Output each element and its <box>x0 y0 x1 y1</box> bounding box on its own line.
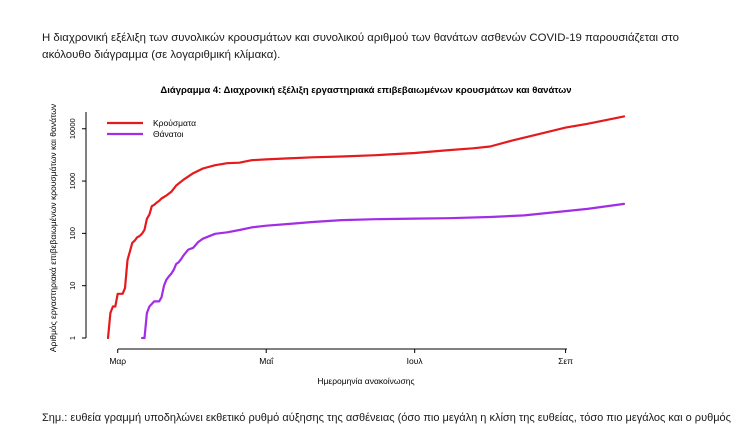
plot-area: 1 10 100 1000 10000 Μαρ Μαΐ Ιουλ Σεπ ΚρούσματαΘ… <box>68 112 626 366</box>
legend-label: Κρούσματα <box>153 118 196 128</box>
x-tick-label: Ιουλ <box>407 356 424 366</box>
y-tick-label: 10 <box>68 282 77 290</box>
series-lines <box>106 115 626 340</box>
series-line-cases <box>106 115 626 340</box>
y-axis-label: Αριθμός εργαστηριακά επιβεβαιωμένων κρου… <box>48 104 58 352</box>
y-tick-label: 10000 <box>68 118 77 139</box>
y-tick-label: 1000 <box>68 173 77 190</box>
y-ticks: 1 10 100 1000 10000 <box>68 118 86 340</box>
x-axis-label: Ημερομηνία ανακοίνωσης <box>317 376 414 386</box>
y-tick-label: 1 <box>68 336 77 340</box>
legend-label: Θάνατοι <box>153 129 184 139</box>
x-tick-label: Μαΐ <box>259 356 274 366</box>
x-ticks: Μαρ Μαΐ Ιουλ Σεπ <box>109 349 573 366</box>
note-text: Σημ.: ευθεία γραμμή υποδηλώνει εκθετικό … <box>42 412 731 424</box>
y-tick-label: 100 <box>68 227 77 240</box>
chart-title: Διάγραμμα 4: Διαχρονική εξέλιξη εργαστηρ… <box>160 85 571 96</box>
x-tick-label: Μαρ <box>109 356 126 366</box>
x-tick-label: Σεπ <box>558 356 573 366</box>
intro-paragraph: Η διαχρονική εξέλιξη των συνολικών κρουσ… <box>42 32 679 61</box>
series-line-deaths <box>141 202 626 340</box>
